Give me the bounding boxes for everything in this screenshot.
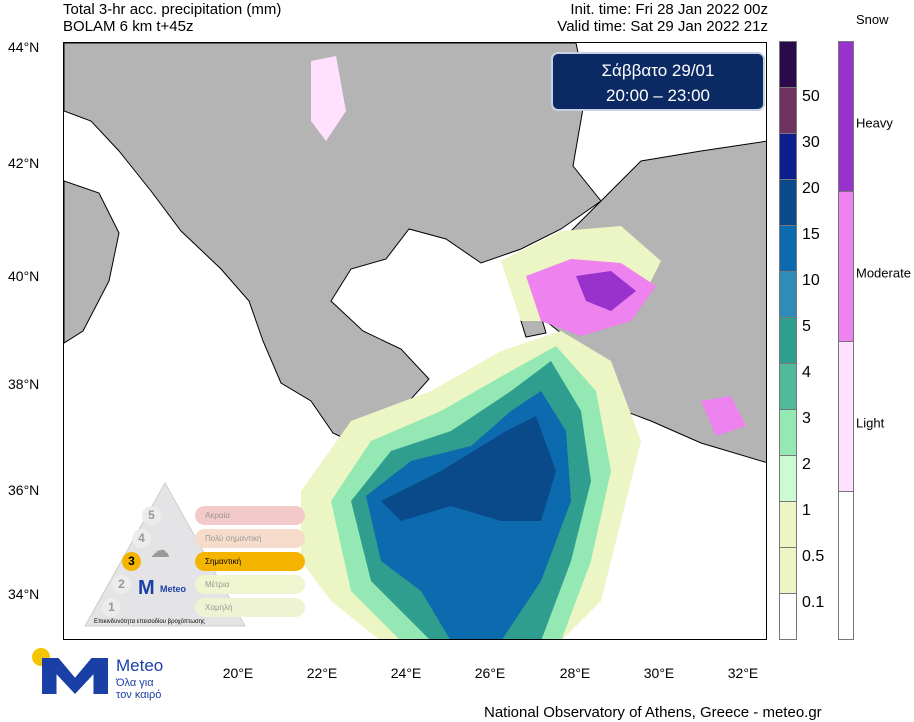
- snow-label: Moderate: [856, 265, 911, 281]
- pyramid-caption: Επικινδυνότητα επεισοδίου βροχόπτωσης: [94, 619, 205, 625]
- colorbar-label: 0.5: [802, 548, 825, 565]
- snow-light-n: [311, 56, 346, 141]
- colorbar-segment: [779, 455, 797, 502]
- lon-label: 22°E: [306, 665, 338, 681]
- colorbar-segment: [779, 547, 797, 594]
- colorbar-label: 50: [802, 88, 820, 105]
- lat-label: 42°N: [8, 155, 40, 171]
- colorbar-segment: [779, 87, 797, 134]
- colorbar-segment: [779, 225, 797, 272]
- warning-level-number: 3: [122, 552, 141, 571]
- colorbar-label: 1: [802, 502, 811, 519]
- colorbar-segment: [779, 501, 797, 548]
- lat-label: 36°N: [8, 482, 40, 498]
- lat-label: 34°N: [8, 586, 40, 602]
- italy-land: [64, 180, 120, 344]
- colorbar-label: 20: [802, 180, 820, 197]
- logo-m-icon: [42, 658, 108, 694]
- colorbar-segment: [779, 593, 797, 640]
- colorbar-segment: [779, 179, 797, 226]
- chart-title: Total 3-hr acc. precipitation (mm) BOLAM …: [63, 1, 282, 35]
- snow-label: Light: [856, 415, 885, 431]
- lon-label: 24°E: [390, 665, 422, 681]
- warning-level-pill: Ακραία: [195, 506, 305, 525]
- colorbar-label: 3: [802, 410, 811, 427]
- warning-level-pill: Πολύ σημαντική: [195, 529, 305, 548]
- colorbar-label: 10: [802, 272, 820, 289]
- pyramid-logo-text: Meteo: [160, 584, 187, 594]
- balkans-land: [64, 43, 602, 452]
- warning-level-number: 5: [142, 506, 161, 525]
- lat-label: 38°N: [8, 376, 40, 392]
- colorbar-label: 15: [802, 226, 820, 243]
- logo-tagline: Όλα για τον καιρό: [116, 677, 162, 701]
- pyramid-logo-icon: M: [138, 577, 155, 599]
- warning-pyramid: Ακραία 5 Πολύ σημαντική 4 Σημαντική 3 Μέτρια 2 Χ…: [80, 478, 310, 628]
- snow-turkey: [701, 396, 746, 436]
- snow-segment: [838, 41, 854, 192]
- lat-label: 44°N: [8, 39, 40, 55]
- colorbar-label: 4: [802, 364, 811, 381]
- lon-label: 20°E: [222, 665, 254, 681]
- snow-segment: [838, 341, 854, 492]
- rain-cloud-icon: ☁: [150, 540, 170, 562]
- warning-level-number: 1: [102, 598, 121, 617]
- warning-level-pill: Μέτρια: [195, 575, 305, 594]
- lon-label: 28°E: [559, 665, 591, 681]
- precip-darkblue: [381, 416, 556, 521]
- lon-label: 30°E: [643, 665, 675, 681]
- footer-credit: National Observatory of Athens, Greece -…: [484, 704, 822, 721]
- warning-level-pill: Σημαντική: [195, 552, 305, 571]
- colorbar-label: 5: [802, 318, 811, 335]
- colorbar-segment: [779, 271, 797, 318]
- snow-segment: [838, 491, 854, 640]
- warning-level-number: 2: [112, 575, 131, 594]
- colorbar-segment: [779, 363, 797, 410]
- lat-label: 40°N: [8, 268, 40, 284]
- colorbar-label: 30: [802, 134, 820, 151]
- lon-label: 32°E: [727, 665, 759, 681]
- warning-level-number: 4: [132, 529, 151, 548]
- snow-label: Heavy: [856, 115, 893, 131]
- colorbar-label: 0.1: [802, 594, 825, 611]
- snow-segment: [838, 191, 854, 342]
- colorbar-segment: [779, 317, 797, 364]
- lon-label: 26°E: [474, 665, 506, 681]
- snow-scale-title: Snow: [856, 12, 889, 27]
- snow-heavy: [576, 271, 636, 311]
- colorbar-segment: [779, 133, 797, 180]
- warning-level-pill: Χαμηλή: [195, 598, 305, 617]
- logo-name: Meteo: [116, 656, 164, 675]
- colorbar-segment: [779, 41, 797, 88]
- colorbar-label: 2: [802, 456, 811, 473]
- time-info: Init. time: Fri 28 Jan 2022 00z Valid tim…: [557, 1, 768, 35]
- colorbar-segment: [779, 409, 797, 456]
- date-time-box: Σάββατο 29/01 20:00 – 23:00: [551, 52, 765, 111]
